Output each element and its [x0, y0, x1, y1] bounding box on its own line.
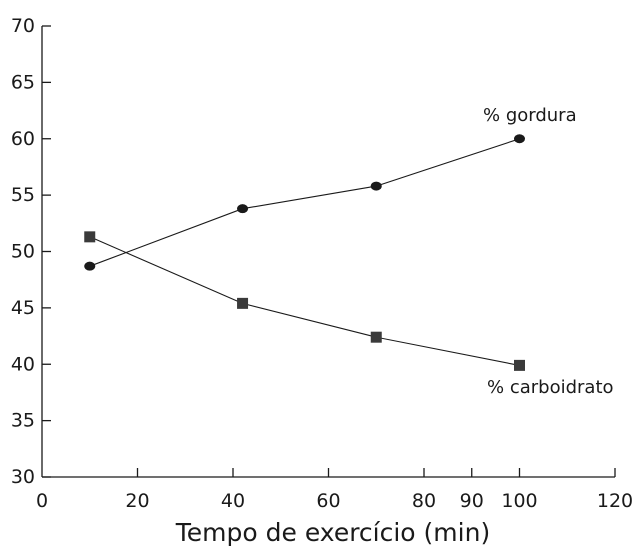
y-tick-label: 30: [11, 466, 35, 488]
data-point-gordura: [84, 261, 96, 271]
x-axis-title: Tempo de exercício (min): [175, 518, 490, 546]
y-tick-label: 50: [11, 241, 35, 263]
data-point-carboidrato: [237, 297, 249, 309]
series-line-carboidrato: [89, 236, 520, 366]
series-lines: [89, 138, 520, 366]
series-label-gordura: % gordura: [483, 105, 577, 126]
data-point-carboidrato: [84, 231, 96, 243]
y-tick-label: 40: [11, 353, 35, 375]
y-tick-label: 60: [11, 128, 35, 150]
x-tick-label: 100: [501, 490, 537, 512]
y-tick-label: 70: [11, 15, 35, 37]
y-tick-label: 55: [11, 184, 35, 206]
y-tick-label: 35: [11, 410, 35, 432]
x-tick-label: 20: [125, 490, 149, 512]
y-tick-label: 65: [11, 71, 35, 93]
x-tick-label: 90: [460, 490, 484, 512]
y-tick-label: 45: [11, 297, 35, 319]
y-axis-ticks: 30 35 40 45 50 55 60 65 70: [11, 15, 51, 488]
data-point-gordura: [370, 181, 382, 191]
data-point-carboidrato: [370, 331, 382, 343]
data-point-gordura: [514, 134, 525, 144]
x-tick-label: 40: [221, 490, 245, 512]
x-tick-label: 60: [316, 490, 340, 512]
data-point-gordura: [237, 204, 249, 214]
x-tick-label: 80: [412, 490, 436, 512]
series-labels: % gordura % carboidrato: [483, 105, 614, 398]
series-markers: [84, 134, 525, 371]
series-line-gordura: [89, 138, 520, 267]
x-tick-label: 0: [36, 490, 48, 512]
series-label-carboidrato: % carboidrato: [487, 377, 614, 398]
x-tick-label: 120: [597, 490, 633, 512]
x-axis-ticks: 0 20 40 60 80 90 100 120: [36, 468, 633, 512]
data-point-carboidrato: [514, 359, 525, 371]
